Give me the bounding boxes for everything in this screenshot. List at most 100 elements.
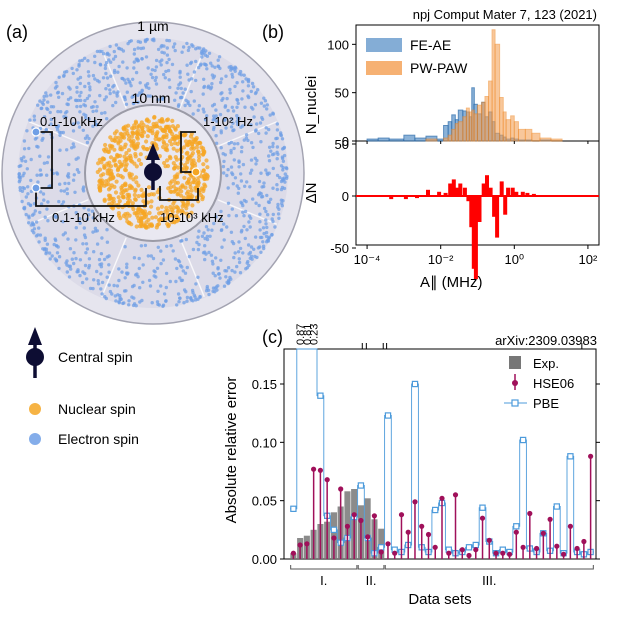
legend-pw-paw: PW-PAW: [410, 60, 468, 76]
electron-spin-dot: [114, 43, 119, 47]
electron-spin-dot: [65, 174, 70, 178]
electron-spin-dot: [238, 271, 243, 275]
nuclear-spin-dot: [140, 193, 145, 198]
electron-spin-dot: [235, 105, 239, 110]
electron-spin-dot: [236, 142, 240, 146]
nuclear-spin-dot: [155, 206, 161, 211]
electron-spin-dot: [136, 275, 140, 279]
electron-spin-dot: [235, 97, 239, 102]
electron-spin-dot: [61, 219, 65, 224]
nuclear-spin-dot: [127, 213, 132, 218]
electron-spin-dot: [74, 238, 78, 242]
electron-spin-dot: [40, 106, 44, 111]
electron-spin-dot: [222, 222, 226, 226]
electron-spin-dot: [70, 66, 74, 71]
electron-spin-dot: [81, 189, 86, 193]
electron-spin-dot: [27, 216, 31, 220]
electron-spin-dot: [164, 299, 168, 303]
electron-spin-dot: [262, 206, 267, 211]
pbe-marker: [465, 544, 473, 551]
electron-spin-dot: [247, 220, 251, 224]
electron-spin-dot: [34, 234, 39, 238]
electron-spin-dot: [190, 43, 194, 47]
electron-spin-dot: [107, 58, 111, 62]
nuclear-spin-dot: [110, 206, 115, 211]
electron-spin-dot: [138, 81, 142, 85]
electron-spin-dot: [258, 228, 262, 232]
electron-spin-dot: [26, 192, 30, 196]
electron-spin-dot: [262, 231, 266, 236]
nuclear-spin-dot: [199, 145, 204, 150]
electron-spin-dot: [194, 59, 198, 64]
pbe-marker: [519, 436, 527, 444]
electron-spin-dot: [62, 70, 67, 74]
electron-spin-dot: [136, 46, 140, 50]
nuclear-spin-dot: [117, 159, 122, 164]
nuclear-spin-dot: [118, 173, 123, 179]
electron-spin-dot: [196, 275, 200, 279]
electron-spin-dot: [81, 185, 86, 189]
electron-spin-dot: [153, 68, 157, 73]
nuclear-spin-dot: [132, 192, 137, 198]
electron-spin-dot: [49, 117, 53, 122]
electron-spin-dot: [280, 156, 285, 161]
electron-spin-dot: [140, 57, 144, 61]
electron-spin-dot: [223, 269, 227, 273]
electron-spin-dot: [264, 131, 268, 135]
y-tick-label: 0.05: [252, 494, 277, 509]
electron-spin-dot: [117, 278, 121, 283]
nuclear-spin-dot: [178, 193, 184, 198]
electron-spin-dot: [282, 178, 286, 182]
electron-spin-dot: [175, 266, 179, 271]
electron-spin-dot: [165, 60, 169, 65]
nuclear-spin-dot: [186, 179, 191, 184]
electron-spin-dot: [222, 284, 227, 288]
x-label-b: A∥ (MHz): [420, 274, 483, 291]
electron-spin-dot: [258, 121, 263, 125]
nuclear-spin-dot: [200, 152, 206, 157]
electron-spin-dot: [105, 240, 110, 244]
electron-spin-dot: [118, 298, 122, 302]
nuclear-spin-dot: [161, 217, 166, 222]
hse06-marker: [412, 499, 418, 505]
nuclear-spin-dot: [112, 158, 117, 163]
electron-spin-dot: [177, 260, 182, 264]
nuclear-spin-dot: [134, 180, 139, 185]
nuclear-spin-dot: [134, 224, 139, 229]
nuclear-spin-dot: [122, 135, 127, 140]
hse06-marker: [398, 512, 405, 518]
nuclear-spin-dot: [141, 199, 146, 204]
hse06-marker: [534, 545, 540, 552]
electron-spin-dot: [272, 152, 276, 156]
electron-spin-dot: [29, 157, 33, 162]
electron-spin-dot: [251, 107, 255, 111]
nuclear-spin-dot: [135, 131, 140, 136]
nuclear-spin-dot: [139, 187, 144, 192]
electron-spin-dot: [66, 102, 70, 107]
electron-spin-dot: [210, 64, 214, 68]
electron-spin-dot: [144, 55, 149, 59]
electron-spin-dot: [195, 240, 199, 245]
electron-spin-dot: [58, 133, 62, 137]
axes-c: [283, 348, 597, 560]
nuclear-spin-dot: [123, 164, 128, 169]
electron-spin-dot: [112, 68, 117, 73]
hse06-marker: [392, 550, 398, 556]
nuclear-spin-dot: [164, 146, 169, 151]
electron-spin-dot: [235, 81, 239, 85]
delta-bar: [499, 181, 504, 196]
electron-spin-dot: [129, 84, 133, 88]
nuclear-spin-dot: [145, 134, 150, 139]
nuclear-marker: [191, 167, 201, 177]
electron-spin-dot: [128, 39, 132, 44]
electron-spin-dot: [207, 292, 211, 297]
pbe-marker: [432, 506, 439, 514]
electron-spin-dot: [244, 77, 248, 81]
nuclear-spin-dot: [154, 143, 159, 148]
electron-spin-dot: [249, 123, 253, 127]
electron-spin-dot: [78, 110, 82, 114]
exp-bars: [290, 489, 385, 559]
electron-spin-dot: [227, 213, 231, 218]
electron-spin-dot: [138, 40, 143, 44]
x-tick-label: 10⁰: [504, 252, 524, 267]
